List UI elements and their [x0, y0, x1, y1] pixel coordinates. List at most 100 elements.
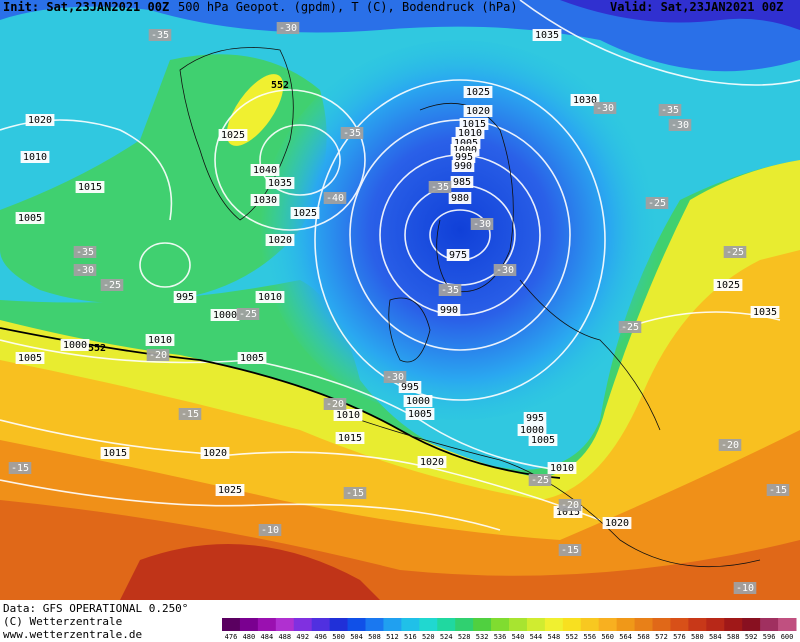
colorbar-swatch	[293, 618, 313, 631]
temperature-label: -20	[721, 440, 739, 451]
colorbar-label: 496	[314, 633, 327, 641]
isobar-label-box	[446, 249, 470, 261]
colorbar-label: 516	[404, 633, 417, 641]
temperature-label: -25	[726, 247, 744, 258]
isobar-label-box	[218, 129, 248, 141]
colorbar-swatch	[706, 618, 725, 631]
colorbar-label: 480	[243, 633, 256, 641]
colorbar-swatch	[742, 618, 761, 631]
isobar-label-box	[451, 160, 475, 172]
temperature-label: -25	[648, 198, 666, 209]
colorbar-label: 588	[727, 633, 740, 641]
isobar-label: 1010	[336, 410, 360, 421]
temperature-label-box	[733, 582, 757, 594]
temperature-label-box	[493, 264, 517, 276]
temperature-label-box	[323, 192, 347, 204]
temperature-label: -25	[239, 309, 257, 320]
footer-data: Data: GFS OPERATIONAL 0.250°	[3, 602, 188, 615]
colorbar-label: 484	[261, 633, 274, 641]
colorbar-swatch	[311, 618, 331, 631]
isobar-label: 1030	[573, 95, 597, 106]
isobar-label: 1000	[453, 145, 477, 156]
isobar-label-box	[173, 291, 197, 303]
isobar-label-box	[200, 447, 230, 459]
temperature-label: -20	[149, 350, 167, 361]
isobar-label-box	[403, 395, 433, 407]
colorbar-swatch	[688, 618, 707, 631]
temperature-label-box	[178, 408, 202, 420]
colorbar-swatch	[652, 618, 671, 631]
temperature-label-box	[148, 29, 172, 41]
isobar-label-box	[333, 409, 363, 421]
isobar-label: 1035	[535, 30, 559, 41]
colorbar-swatch	[544, 618, 564, 631]
colorbar-swatch	[239, 618, 259, 631]
temperature-label: -15	[11, 463, 29, 474]
temperature-label: -30	[279, 23, 297, 34]
colorbar-label: 532	[476, 633, 489, 641]
isobar-label: 1000	[213, 310, 237, 321]
isobar-label: 1015	[462, 119, 486, 130]
isobar-label: 1015	[338, 433, 362, 444]
colorbar-label: 488	[278, 633, 291, 641]
temperature-label: -30	[496, 265, 514, 276]
colorbar-swatch	[778, 618, 797, 631]
isobar-label-box	[20, 151, 50, 163]
temperature-label: -30	[76, 265, 94, 276]
colorbar-swatch	[437, 618, 456, 631]
isobar-label-box	[532, 29, 562, 41]
isobar-label: 1005	[454, 138, 478, 149]
isobar-label: 1020	[28, 115, 52, 126]
temperature-label: -15	[181, 409, 199, 420]
temperature-label-box	[8, 462, 32, 474]
temperature-label: -35	[441, 285, 459, 296]
colorbar-swatch	[401, 618, 420, 631]
isobar-label: 1020	[466, 106, 490, 117]
isobar-label-box	[15, 352, 45, 364]
temperature-label-box	[383, 371, 407, 383]
isobar-label: 1025	[221, 130, 245, 141]
isobar-label: 995	[526, 413, 544, 424]
colorbar-label: 524	[440, 633, 453, 641]
isobar-label: 990	[454, 161, 472, 172]
colorbar-label: 508	[368, 633, 381, 641]
temperature-label: -30	[473, 219, 491, 230]
isobar-label: 1015	[78, 182, 102, 193]
colorbar-label: 568	[637, 633, 650, 641]
temperature-label: -35	[661, 105, 679, 116]
temperature-label-box	[146, 349, 170, 361]
colorbar-label: 548	[548, 633, 561, 641]
isobar-label: 995	[401, 382, 419, 393]
temperature-label: -35	[431, 182, 449, 193]
isobar-label: 1035	[753, 307, 777, 318]
isobar-label: 1000	[406, 396, 430, 407]
temperature-label-box	[428, 181, 452, 193]
colorbar-label: 572	[655, 633, 668, 641]
colorbar-swatch	[491, 618, 510, 631]
isobar-label: 1020	[203, 448, 227, 459]
temperature-label-box	[766, 484, 790, 496]
isobar-label-box	[547, 462, 577, 474]
isobar-label: 1005	[531, 435, 555, 446]
isobar-label-box	[528, 434, 558, 446]
isobar-label-box	[523, 412, 547, 424]
colorbar-label: 520	[422, 633, 435, 641]
isobar-label-box	[145, 334, 175, 346]
isobar-label-box	[437, 304, 461, 316]
isobar-label-box	[448, 192, 472, 204]
isobar-label: 1025	[293, 208, 317, 219]
colorbar-label: 504	[350, 633, 363, 641]
temperature-label: -15	[769, 485, 787, 496]
isobar-label-box	[25, 114, 55, 126]
colorbar-swatch	[526, 618, 546, 631]
colorbar-label: 536	[494, 633, 507, 641]
isobar-label-box	[60, 339, 90, 351]
colorbar-swatch	[760, 618, 779, 631]
temperature-label-box	[558, 544, 582, 556]
isobar-label: 1015	[103, 448, 127, 459]
colorbar-label: 552	[565, 633, 578, 641]
isobar-label: 1010	[258, 292, 282, 303]
colorbar-swatch	[365, 618, 384, 631]
isobar-label: 1035	[268, 178, 292, 189]
colorbar-label: 476	[225, 633, 238, 641]
